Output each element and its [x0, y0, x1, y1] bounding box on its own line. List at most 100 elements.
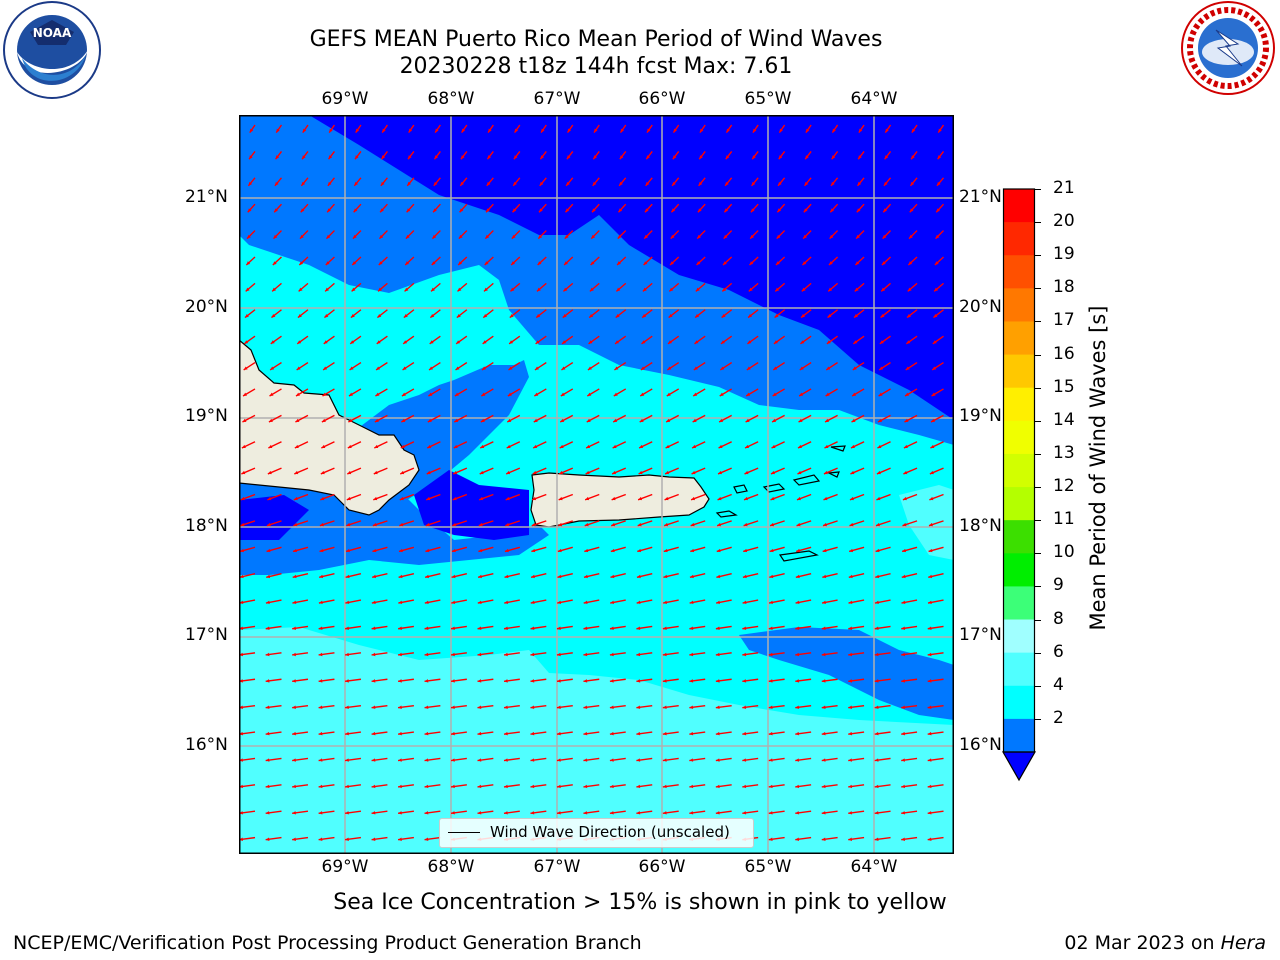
- wave-direction-arrowhead: [398, 652, 402, 657]
- wave-direction-arrowhead: [779, 128, 783, 133]
- wave-direction-arrowhead: [826, 366, 831, 370]
- wave-direction-arrowhead: [723, 234, 728, 239]
- wave-direction-arrowhead: [533, 418, 538, 423]
- wave-direction-arrowhead: [477, 758, 482, 762]
- wave-direction-arrowhead: [398, 626, 402, 630]
- wave-direction-arrowhead: [585, 470, 590, 475]
- wave-direction-arrowhead: [902, 548, 907, 553]
- wave-direction-arrowhead: [715, 679, 720, 683]
- wave-direction-arrowhead: [769, 600, 773, 605]
- wave-direction-arrowhead: [795, 705, 800, 709]
- wave-direction-arrowhead: [715, 705, 720, 709]
- wave-direction-arrowhead: [537, 261, 542, 266]
- colorbar-tick-label: 12: [1053, 476, 1075, 497]
- wave-direction-arrowhead: [293, 496, 298, 501]
- wave-direction-arrowhead: [296, 366, 301, 370]
- wave-direction-arrowhead: [768, 758, 773, 762]
- wave-direction-arrowhead: [795, 784, 800, 789]
- wave-direction-arrowhead: [876, 522, 880, 527]
- wave-direction-arrowhead: [583, 811, 588, 815]
- wave-direction-arrowhead: [267, 496, 272, 501]
- virgin-islands: [733, 484, 748, 494]
- lat-label-right: 18°N: [959, 516, 1002, 536]
- wave-direction-arrowhead: [821, 705, 826, 709]
- wave-direction-arrowhead: [666, 418, 671, 423]
- wave-direction-arrowhead: [513, 181, 517, 186]
- colorbar-tick-label: 4: [1053, 674, 1064, 695]
- wave-direction-arrowhead: [848, 731, 853, 736]
- wave-direction-arrowhead: [564, 261, 568, 266]
- wave-direction-arrowhead: [821, 758, 826, 762]
- wave-direction-arrowhead: [742, 600, 747, 605]
- wave-direction-arrowhead: [874, 679, 879, 683]
- wave-direction-arrowhead: [293, 522, 298, 527]
- wave-direction-arrowhead: [696, 261, 701, 266]
- colorbar-tick-label: 6: [1053, 641, 1064, 662]
- wave-direction-arrowhead: [556, 784, 561, 789]
- wave-direction-arrowhead: [618, 208, 623, 213]
- wave-direction-arrowhead: [559, 470, 564, 475]
- wave-direction-arrowhead: [768, 626, 773, 630]
- wave-direction-arrowhead: [876, 496, 881, 501]
- wave-direction-arrowhead: [909, 234, 913, 239]
- wave-direction-arrowhead: [609, 784, 614, 789]
- wave-direction-arrowhead: [797, 496, 801, 501]
- wave-direction-arrowhead: [878, 392, 883, 396]
- wave-direction-arrowhead: [380, 181, 385, 186]
- wave-direction-arrowhead: [722, 287, 727, 292]
- wave-direction-arrowhead: [848, 679, 853, 683]
- wave-direction-arrowhead: [488, 128, 492, 133]
- wave-direction-arrowhead: [612, 444, 617, 449]
- wave-direction-arrowhead: [719, 392, 724, 396]
- wave-direction-arrowhead: [398, 758, 402, 762]
- wave-direction-arrowhead: [720, 366, 725, 370]
- wave-direction-arrowhead: [424, 758, 429, 762]
- wave-direction-arrowhead: [379, 234, 384, 239]
- wave-direction-arrowhead: [514, 128, 519, 133]
- wave-direction-arrowhead: [874, 811, 879, 815]
- wave-direction-arrowhead: [615, 314, 620, 318]
- wave-direction-arrowhead: [750, 208, 755, 213]
- wave-direction-arrowhead: [347, 470, 352, 475]
- wave-direction-arrowhead: [530, 705, 535, 709]
- wave-direction-arrowhead: [742, 758, 747, 762]
- wave-direction-arrowhead: [398, 811, 402, 815]
- wave-direction-arrowhead: [798, 418, 803, 423]
- wave-direction-arrowhead: [541, 128, 545, 133]
- wave-direction-arrowhead: [878, 418, 883, 423]
- colorbar-tick-mark: [1035, 652, 1041, 654]
- wave-direction-arrowhead: [823, 522, 828, 527]
- wave-direction-arrowhead: [799, 392, 804, 396]
- wave-direction-arrowhead: [854, 287, 859, 292]
- wave-direction-arrowhead: [372, 574, 377, 579]
- wave-direction-arrowhead: [927, 731, 932, 736]
- wave-direction-arrowhead: [265, 652, 270, 657]
- wave-direction-arrowhead: [407, 155, 412, 160]
- wave-direction-arrowhead: [583, 784, 588, 789]
- wave-direction-arrowhead: [398, 837, 402, 841]
- wave-direction-arrowhead: [345, 731, 349, 736]
- wave-direction-arrowhead: [429, 340, 434, 344]
- wave-direction-arrowhead: [795, 574, 800, 579]
- wave-direction-arrowhead: [798, 444, 803, 449]
- wave-direction-arrowhead: [354, 181, 358, 186]
- wind-wave-direction-arrows: [239, 124, 945, 841]
- wave-direction-arrowhead: [689, 626, 694, 630]
- wave-direction-arrowhead: [637, 548, 642, 553]
- wave-direction-arrowhead: [768, 837, 773, 841]
- wave-direction-arrowhead: [435, 128, 439, 133]
- wave-direction-arrowhead: [689, 652, 694, 657]
- wave-direction-arrowhead: [930, 444, 935, 449]
- wave-direction-arrowhead: [586, 444, 591, 449]
- wave-direction-arrowhead: [270, 366, 275, 370]
- wave-direction-arrowhead: [769, 574, 774, 579]
- wave-direction-arrowhead: [530, 811, 535, 815]
- wave-direction-arrowhead: [345, 811, 349, 815]
- wave-direction-arrowhead: [830, 208, 835, 213]
- wave-direction-arrowhead: [353, 208, 358, 213]
- wave-direction-arrowhead: [424, 600, 429, 605]
- wave-direction-arrowhead: [742, 811, 747, 815]
- wave-direction-arrowhead: [849, 522, 854, 527]
- graticule: [239, 115, 954, 854]
- wave-direction-arrowhead: [240, 522, 245, 527]
